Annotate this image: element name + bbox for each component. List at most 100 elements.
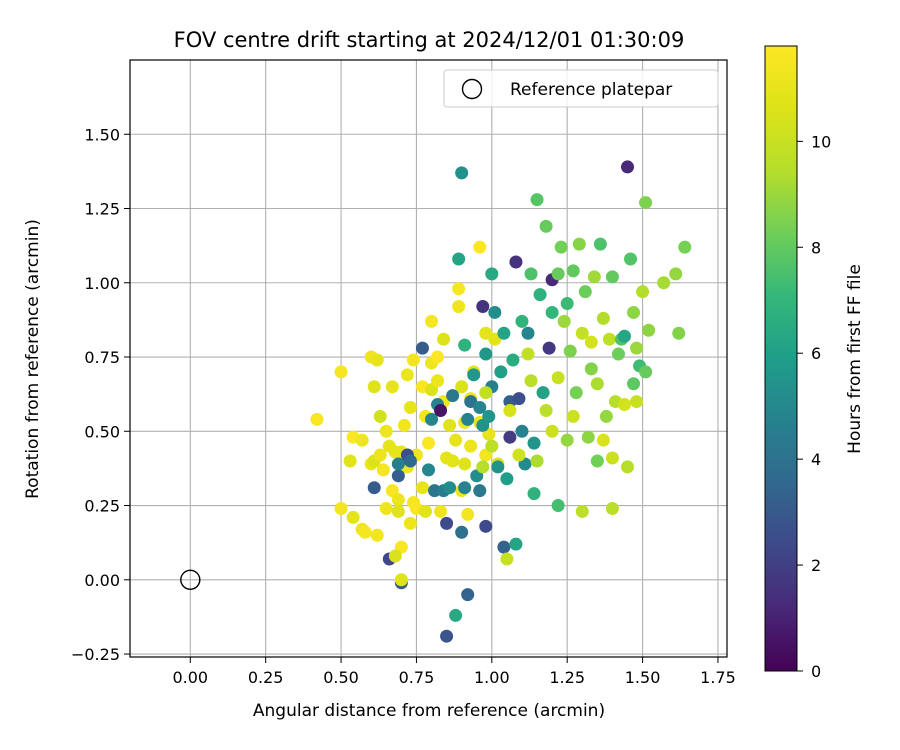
data-point [624, 252, 638, 266]
data-point [370, 528, 384, 542]
data-point [575, 504, 589, 518]
y-tick-label: 1.25 [84, 200, 120, 219]
data-point [602, 332, 616, 346]
legend-marker-icon [461, 78, 483, 100]
colorbar: 0 2 4 6 8 10 Hours from first FF file [764, 45, 865, 681]
data-point [458, 338, 472, 352]
data-point [639, 196, 653, 210]
y-axis-label: Rotation from reference (arcmin) [23, 219, 43, 499]
data-point [627, 305, 641, 319]
data-point [524, 267, 538, 281]
data-point [346, 510, 360, 524]
data-point [479, 347, 493, 361]
colorbar-label: Hours from first FF file [845, 264, 865, 454]
legend-box [443, 69, 719, 108]
data-point [630, 341, 644, 355]
data-point [593, 237, 607, 251]
data-point [642, 323, 656, 337]
data-point [497, 326, 511, 340]
data-point [627, 377, 641, 391]
data-point [657, 276, 671, 290]
data-point [669, 267, 683, 281]
data-point [415, 341, 429, 355]
data-point [512, 392, 526, 406]
data-point [539, 403, 553, 417]
data-point [415, 481, 429, 495]
data-point [355, 433, 369, 447]
data-point [449, 608, 463, 622]
data-point [455, 166, 469, 180]
data-point [425, 412, 439, 426]
data-point [479, 519, 493, 533]
data-point [521, 347, 535, 361]
data-point [440, 629, 454, 643]
data-point [485, 439, 499, 453]
plot-frame [129, 59, 728, 658]
x-tick-label: 0.25 [248, 668, 284, 687]
data-point [343, 454, 357, 468]
data-point [443, 418, 457, 432]
x-tick-label: 0.00 [172, 668, 208, 687]
data-point [431, 350, 445, 364]
data-point [530, 454, 544, 468]
x-axis-label: Angular distance from reference (arcmin) [253, 701, 605, 721]
data-point [403, 454, 417, 468]
data-point [461, 412, 475, 426]
data-point [388, 549, 402, 563]
data-point [452, 300, 466, 314]
data-point [605, 501, 619, 515]
x-tick-label: 0.50 [323, 668, 359, 687]
data-point [473, 484, 487, 498]
data-point [545, 305, 559, 319]
data-point [617, 329, 631, 343]
data-point [672, 326, 686, 340]
y-tick-label: 1.00 [84, 274, 120, 293]
data-point [467, 368, 481, 382]
data-point [376, 463, 390, 477]
data-point [509, 537, 523, 551]
data-point [370, 353, 384, 367]
data-point [425, 314, 439, 328]
data-point [639, 365, 653, 379]
data-point [551, 371, 565, 385]
data-point [572, 237, 586, 251]
data-point [391, 469, 405, 483]
data-point [500, 472, 514, 486]
y-axis: −0.25 0.00 0.25 0.50 0.75 1.00 1.25 1.50 [71, 125, 130, 664]
data-point [569, 386, 583, 400]
data-point [434, 403, 448, 417]
data-point [358, 525, 372, 539]
data-point [446, 454, 460, 468]
colorbar-tick-label: 10 [811, 132, 831, 151]
data-point [334, 365, 348, 379]
data-point [443, 481, 457, 495]
colorbar-tick-label: 8 [811, 238, 821, 257]
data-point [403, 401, 417, 415]
data-point [449, 433, 463, 447]
data-point [437, 332, 451, 346]
data-point [605, 270, 619, 284]
colorbar-tick-label: 6 [811, 344, 821, 363]
y-tick-label: −0.25 [71, 645, 120, 664]
x-tick-label: 1.25 [549, 668, 585, 687]
colorbar-tick-label: 0 [811, 662, 821, 681]
data-point [587, 270, 601, 284]
data-point [584, 362, 598, 376]
y-tick-label: 1.50 [84, 125, 120, 144]
data-point [485, 267, 499, 281]
data-point [497, 540, 511, 554]
x-tick-label: 1.00 [474, 668, 510, 687]
y-tick-label: 0.75 [84, 348, 120, 367]
data-point [373, 409, 387, 423]
data-point [605, 451, 619, 465]
data-point [557, 314, 571, 328]
data-point [566, 409, 580, 423]
data-point [431, 374, 445, 388]
data-point [418, 504, 432, 518]
data-point [551, 267, 565, 281]
data-point [406, 353, 420, 367]
data-points [310, 160, 692, 643]
data-point [596, 433, 610, 447]
data-point [578, 285, 592, 299]
data-point [530, 193, 544, 207]
